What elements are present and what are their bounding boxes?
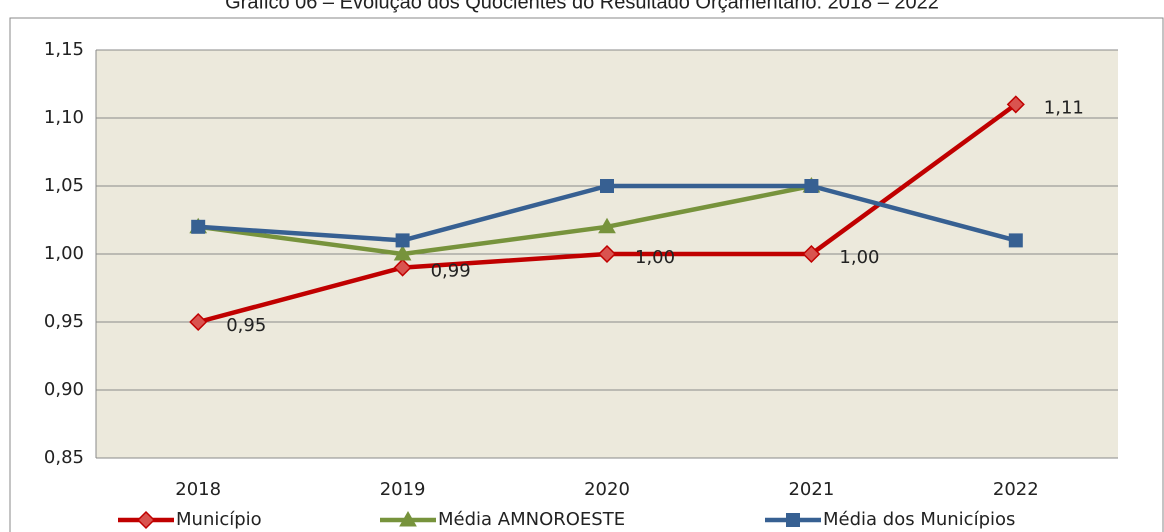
point: [399, 510, 417, 527]
point: [393, 258, 412, 277]
point: [395, 233, 410, 248]
y-tick-label: 0,90: [44, 379, 84, 400]
y-tick-label: 1,15: [44, 39, 84, 60]
legend-label: Média dos Municípios: [823, 509, 1015, 530]
point: [598, 217, 616, 234]
x-tick-label: 2022: [993, 479, 1039, 500]
point: [189, 312, 208, 332]
x-tick-label: 2021: [788, 479, 834, 500]
point: [1006, 95, 1025, 114]
point: [600, 179, 614, 193]
y-tick-label: 0,85: [44, 447, 84, 468]
y-tick-label: 1,00: [44, 243, 84, 264]
data-label: 1,00: [635, 247, 675, 268]
point: [1008, 233, 1023, 248]
point: [191, 219, 206, 234]
point: [136, 510, 156, 530]
x-tick-label: 2019: [380, 479, 426, 500]
legend-label: Média AMNOROESTE: [438, 509, 625, 530]
y-tick-label: 0,95: [44, 311, 84, 332]
point: [786, 513, 800, 527]
point: [804, 179, 819, 193]
point: [393, 244, 412, 261]
legend-label: Município: [176, 509, 262, 530]
x-tick-label: 2020: [584, 479, 630, 500]
data-label: 1,00: [839, 247, 879, 268]
series-line: [197, 183, 812, 257]
data-label: 0,99: [431, 261, 471, 282]
y-tick-label: 1,05: [44, 175, 84, 196]
data-label: 1,11: [1044, 97, 1084, 118]
x-tick-label: 2018: [175, 479, 221, 500]
point: [597, 244, 617, 264]
point: [802, 244, 821, 264]
chart-title: Gráfico 06 – Evolução dos Quocientes do …: [225, 0, 939, 13]
y-tick-label: 1,10: [44, 107, 84, 128]
data-label: 0,95: [226, 315, 266, 336]
